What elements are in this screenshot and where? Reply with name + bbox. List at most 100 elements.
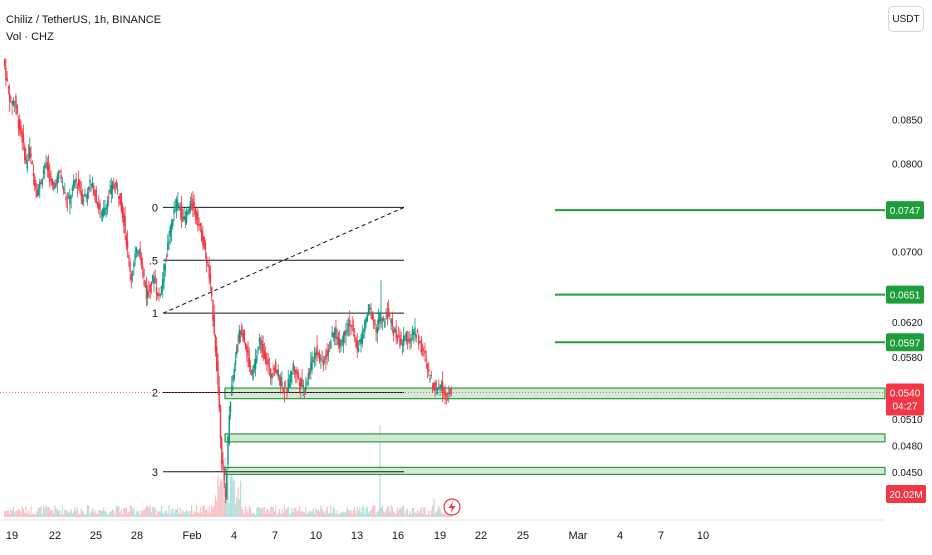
volume-bar [253, 513, 255, 517]
volume-bar [10, 509, 12, 517]
volume-bar [336, 510, 338, 517]
volume-bar [118, 506, 120, 517]
volume-bar [119, 512, 121, 517]
candle-body [91, 182, 94, 188]
volume-bar [44, 508, 46, 517]
volume-bar [406, 508, 409, 517]
candle-body [328, 347, 331, 349]
volume-bar [388, 505, 390, 517]
candle-body [140, 258, 143, 267]
volume-bar [325, 510, 327, 517]
volume-bar [324, 513, 326, 517]
candle-body [114, 187, 116, 192]
volume-bar [273, 511, 276, 517]
volume-bar [147, 505, 149, 517]
currency-button[interactable]: USDT [888, 6, 924, 32]
volume-bar [394, 513, 396, 517]
volume-indicator-label[interactable]: Vol · CHZ [6, 31, 54, 43]
candle-body [406, 339, 409, 342]
volume-bar [218, 485, 220, 517]
candle-body [125, 236, 128, 246]
time-tick-label: 4 [231, 530, 237, 542]
candle-body [416, 330, 419, 334]
volume-bar [384, 512, 386, 517]
volume-bar [194, 512, 196, 517]
candle-body [252, 366, 254, 380]
volume-bar [298, 506, 301, 517]
volume-bar [104, 511, 106, 517]
volume-bar [389, 511, 391, 517]
volume-bar [390, 505, 392, 517]
axis-badges: 0.0747 0.0651 0.0597 0.0540 04:27 20.02M [443, 201, 926, 516]
candle-body [46, 162, 48, 171]
volume-bar [277, 512, 279, 517]
candle-body [274, 361, 277, 373]
candle-body [418, 335, 420, 345]
candle-body [374, 319, 376, 325]
candle-body [34, 176, 36, 187]
candle-body [321, 358, 323, 360]
volume-bar [391, 506, 393, 517]
candle-body [283, 391, 286, 393]
volume-bar [172, 508, 174, 517]
support-zones[interactable] [224, 387, 886, 476]
candle-body [37, 188, 40, 196]
volume-bar [56, 509, 58, 517]
volume-bar [342, 511, 345, 517]
candle-body [178, 205, 180, 207]
volume-bar [80, 508, 82, 517]
volume-bar [370, 510, 372, 517]
volume-bar [326, 506, 328, 517]
volume-bar [25, 505, 27, 517]
symbol-title[interactable]: Chiliz / TetherUS, 1h, BINANCE [6, 14, 162, 26]
volume-bar [252, 512, 254, 517]
volume-bar [221, 481, 223, 517]
horizontal-levels[interactable] [555, 209, 885, 344]
volume-bar [128, 511, 130, 517]
candle-body [259, 341, 262, 345]
volume-bar [429, 514, 431, 517]
candle-body [3, 59, 6, 67]
candle-body [303, 391, 306, 393]
candle-body [243, 330, 246, 342]
candle-body [192, 198, 194, 211]
volume-bar [120, 509, 122, 517]
candle-body [108, 197, 110, 199]
volume-bar [430, 510, 432, 517]
volume-bar [276, 514, 278, 517]
candle-body [224, 488, 227, 498]
candle-body [210, 286, 213, 297]
candle-body [233, 368, 235, 379]
candle-body [244, 342, 247, 349]
volume-bar [297, 510, 299, 517]
candle-body [84, 193, 86, 197]
candle-body [446, 393, 449, 395]
volume-bar [356, 507, 358, 517]
volume-bar [206, 508, 208, 517]
candle-body [376, 326, 379, 334]
candle-body [175, 199, 178, 211]
lightning-icon[interactable] [443, 498, 461, 516]
volume-bar [421, 513, 424, 517]
volume-bar [292, 511, 294, 517]
volume-bar [401, 506, 404, 517]
candles [0, 58, 885, 504]
fib-retracement[interactable]: 0 .5 1 2 3 [149, 202, 405, 479]
candle-body [443, 392, 445, 394]
volume-bar [197, 512, 199, 517]
candle-body [80, 191, 82, 196]
candle-body [187, 211, 189, 213]
time-axis[interactable]: 19 22 25 28 Feb 4 7 10 13 16 19 22 25 Mar 4 7 10 [0, 519, 885, 542]
volume-bar [270, 506, 272, 517]
candle-body [301, 379, 303, 387]
volume-bar [201, 512, 203, 517]
candle-body [441, 381, 444, 394]
volume-bar [420, 506, 422, 517]
candle-body [247, 349, 249, 357]
volume-bar [12, 507, 15, 517]
candle-body [81, 193, 84, 204]
volume-bar [45, 505, 47, 517]
volume-bar [123, 508, 125, 517]
